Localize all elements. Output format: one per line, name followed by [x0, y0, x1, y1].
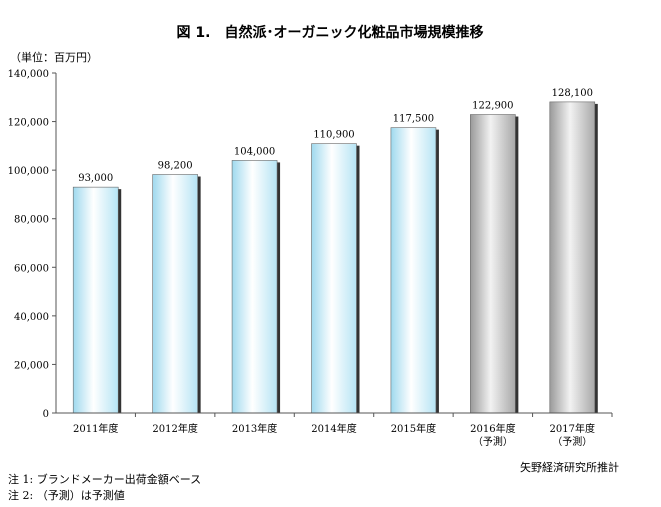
note-1: 注 1: ブランドメーカー出荷金額ベース: [8, 473, 202, 486]
bar-value-label: 128,100: [552, 88, 593, 99]
x-tick-label-forecast: （予測）: [473, 435, 513, 448]
bar: [549, 101, 596, 414]
bar-value-label: 122,900: [472, 101, 513, 112]
y-tick-label: 0: [43, 409, 49, 420]
bar: [72, 186, 119, 414]
bar: [152, 174, 198, 414]
y-tick-label: 140,000: [8, 69, 49, 80]
bar: [390, 127, 437, 414]
bars: 93,000 98,200 104,000 110,900 117,500 122,900…: [72, 88, 598, 414]
x-tick-label: 2016年度: [470, 422, 515, 435]
bar: [231, 160, 278, 414]
source-credit: 矢野経済研究所推計: [520, 461, 619, 474]
x-tick-label: 2013年度: [232, 422, 277, 435]
y-tick-label: 20,000: [14, 360, 49, 371]
bar-value-label: 104,000: [234, 146, 275, 157]
bar-value-label: 98,200: [158, 161, 193, 172]
x-tick-label: 2012年度: [152, 422, 197, 435]
y-tick-label: 120,000: [8, 118, 49, 129]
y-axis: 0 20,000 40,000 60,000 80,000 100,000 120,000 1…: [8, 69, 57, 420]
x-tick-label: 2015年度: [391, 422, 436, 435]
y-tick-label: 60,000: [14, 263, 49, 274]
y-tick-label: 80,000: [14, 215, 49, 226]
chart-title: 図 1. 自然派･オーガニック化粧品市場規模推移: [177, 24, 484, 41]
y-tick-label: 100,000: [8, 166, 49, 177]
bar-value-label: 93,000: [78, 173, 113, 184]
bar: [470, 114, 516, 414]
bar-value-label: 110,900: [313, 130, 354, 141]
y-tick-label: 40,000: [14, 312, 49, 323]
unit-label: （単位：百万円）: [10, 50, 98, 64]
bar: [311, 143, 357, 414]
bar-value-label: 117,500: [393, 114, 434, 125]
x-axis: 2011年度 2012年度 2013年度 2014年度 2015年度 2016年度（予測）…: [56, 412, 613, 448]
x-tick-label: 2014年度: [311, 422, 356, 435]
x-tick-label: 2011年度: [73, 422, 118, 435]
x-tick-label: 2017年度: [550, 422, 595, 435]
chart: 図 1. 自然派･オーガニック化粧品市場規模推移 （単位：百万円） 0 20,00…: [8, 24, 613, 448]
note-2: 注 2: （予測）は予測値: [8, 489, 125, 502]
x-tick-label-forecast: （予測）: [552, 435, 592, 448]
